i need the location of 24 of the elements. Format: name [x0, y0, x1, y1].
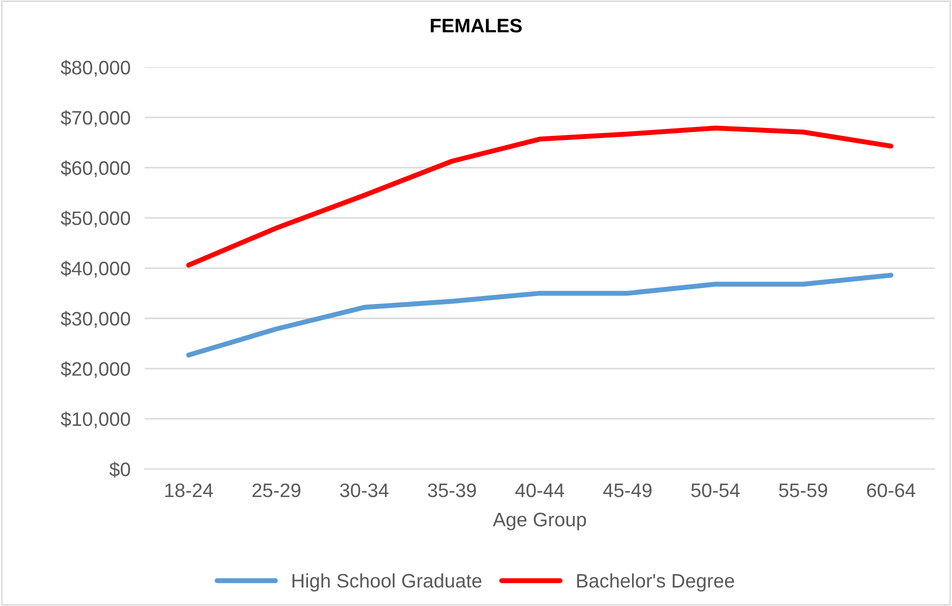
x-tick-label: 40-44 [515, 483, 564, 498]
y-tick-label: $10,000 [60, 411, 130, 428]
y-tick-label: $70,000 [60, 110, 130, 128]
y-tick-label: $40,000 [60, 260, 130, 278]
legend-label: Bachelor's Degree [577, 573, 734, 592]
x-tick-label: 50-54 [691, 483, 740, 498]
x-tick-label: 35-39 [428, 483, 476, 498]
y-tick-label: $20,000 [60, 361, 130, 378]
y-tick-label: $30,000 [60, 311, 130, 328]
x-axis-title: Age Group [492, 512, 586, 530]
x-tick-label: 25-29 [252, 483, 300, 498]
y-tick-label: $60,000 [60, 160, 130, 178]
legend-label: High School Graduate [292, 573, 482, 592]
x-tick-label: 60-64 [867, 483, 916, 498]
y-tick-label: $0 [109, 462, 130, 478]
line-series [186, 272, 894, 358]
chart-title: FEMALES [430, 18, 522, 32]
y-tick-label: $50,000 [60, 210, 130, 228]
x-tick-label: 55-59 [779, 483, 828, 498]
x-tick-label: 30-34 [340, 483, 388, 498]
y-tick-label: $80,000 [60, 60, 130, 77]
x-tick-label: 18-24 [165, 483, 213, 498]
line-series [186, 126, 894, 268]
x-tick-label: 45-49 [603, 483, 652, 498]
